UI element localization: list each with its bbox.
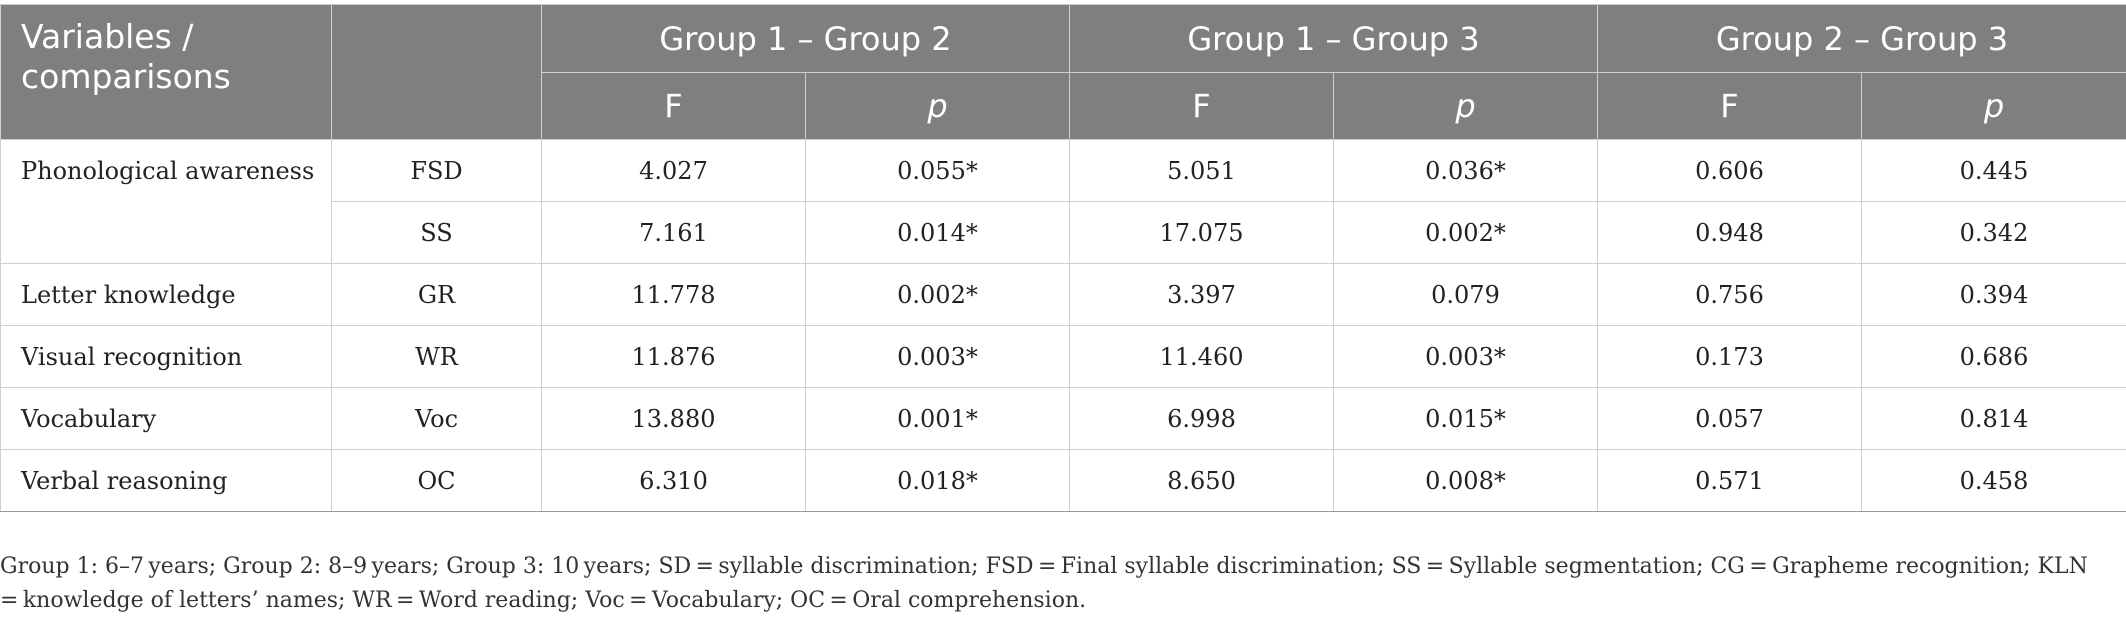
measure-header — [331, 4, 542, 140]
f-value-cell: 11.460 — [1069, 325, 1334, 388]
f-header: F — [541, 72, 806, 140]
header-row-groups: Variables / comparisons Group 1 – Group … — [0, 4, 2126, 140]
p-value-cell: 0.445 — [1861, 139, 2126, 202]
table-row: Vocabulary Voc 13.880 0.001* 6.998 0.015… — [0, 387, 2126, 450]
f-header: F — [1069, 72, 1334, 140]
p-header: p — [1861, 72, 2126, 140]
table-row: Phonological awareness FSD 4.027 0.055* … — [0, 139, 2126, 264]
f-value-cell: 13.880 — [541, 387, 806, 450]
measure-cell: OC — [331, 449, 542, 512]
table-row: Visual recognition WR 11.876 0.003* 11.4… — [0, 325, 2126, 388]
group-header-2-3: Group 2 – Group 3 — [1597, 4, 2126, 73]
p-value-cell: 0.018* — [805, 449, 1070, 512]
table-row: Verbal reasoning OC 6.310 0.018* 8.650 0… — [0, 449, 2126, 512]
p-value-cell: 0.003* — [805, 325, 1070, 388]
p-value-cell: 0.079 — [1333, 263, 1598, 326]
p-value-cell: 0.458 — [1861, 449, 2126, 512]
table-row: SS 7.161 0.014* 17.075 0.002* 0.948 0.34… — [1, 201, 2126, 264]
p-value-cell: 0.814 — [1861, 387, 2126, 450]
f-header: F — [1597, 72, 1862, 140]
variable-cell: Letter knowledge — [0, 263, 332, 326]
measure-cell: GR — [331, 263, 542, 326]
group-header-1-2: Group 1 – Group 2 — [541, 4, 1070, 73]
f-value-cell: 11.778 — [541, 263, 806, 326]
variables-comparisons-header: Variables / comparisons — [0, 4, 332, 140]
f-value-cell: 0.948 — [1597, 201, 1862, 264]
variable-cell: Vocabulary — [0, 387, 332, 450]
f-value-cell: 17.075 — [1069, 201, 1334, 264]
table-footnote: Group 1: 6–7 years; Group 2: 8–9 years; … — [0, 554, 2093, 613]
p-value-cell: 0.015* — [1333, 387, 1598, 450]
header-row-stats: F p F p F p — [1, 72, 2126, 140]
variable-cell: Verbal reasoning — [0, 449, 332, 512]
p-value-cell: 0.014* — [805, 201, 1070, 264]
p-value-cell: 0.001* — [805, 387, 1070, 450]
f-value-cell: 8.650 — [1069, 449, 1334, 512]
variable-cell: Phonological awareness — [0, 139, 332, 264]
p-value-cell: 0.036* — [1333, 139, 1598, 202]
f-value-cell: 6.998 — [1069, 387, 1334, 450]
f-value-cell: 0.606 — [1597, 139, 1862, 202]
measure-cell: FSD — [331, 139, 542, 202]
p-value-cell: 0.003* — [1333, 325, 1598, 388]
f-value-cell: 0.756 — [1597, 263, 1862, 326]
f-value-cell: 0.173 — [1597, 325, 1862, 388]
p-value-cell: 0.394 — [1861, 263, 2126, 326]
f-value-cell: 0.571 — [1597, 449, 1862, 512]
variable-cell: Visual recognition — [0, 325, 332, 388]
comparison-table: Variables / comparisons Group 1 – Group … — [0, 4, 2126, 512]
p-header: p — [805, 72, 1070, 140]
p-header: p — [1333, 72, 1598, 140]
p-value-cell: 0.686 — [1861, 325, 2126, 388]
p-value-cell: 0.002* — [1333, 201, 1598, 264]
p-value-cell: 0.008* — [1333, 449, 1598, 512]
f-value-cell: 11.876 — [541, 325, 806, 388]
f-value-cell: 3.397 — [1069, 263, 1334, 326]
measure-cell: SS — [331, 201, 542, 264]
measure-cell: Voc — [331, 387, 542, 450]
measure-cell: WR — [331, 325, 542, 388]
f-value-cell: 7.161 — [541, 201, 806, 264]
p-value-cell: 0.342 — [1861, 201, 2126, 264]
p-value-cell: 0.002* — [805, 263, 1070, 326]
group-header-1-3: Group 1 – Group 3 — [1069, 4, 1598, 73]
p-value-cell: 0.055* — [805, 139, 1070, 202]
f-value-cell: 6.310 — [541, 449, 806, 512]
f-value-cell: 0.057 — [1597, 387, 1862, 450]
f-value-cell: 4.027 — [541, 139, 806, 202]
f-value-cell: 5.051 — [1069, 139, 1334, 202]
table-row: Letter knowledge GR 11.778 0.002* 3.397 … — [0, 263, 2126, 326]
